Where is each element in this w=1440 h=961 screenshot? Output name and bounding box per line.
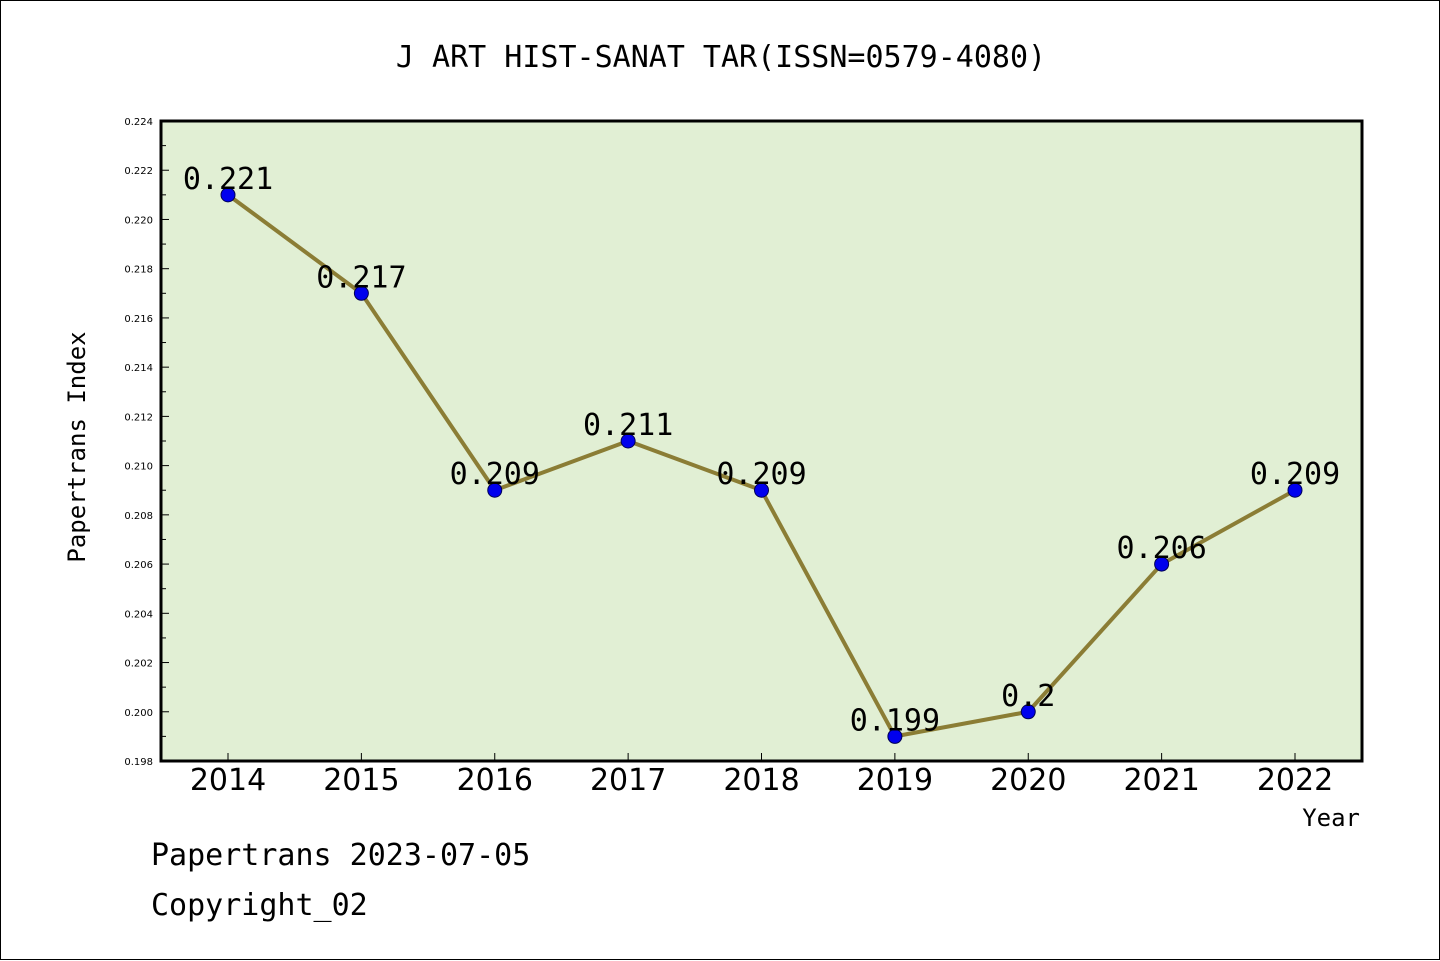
y-tick-label: 0.212 [124, 412, 153, 423]
x-tick-label: 2015 [323, 763, 399, 798]
x-tick-label: 2016 [457, 763, 533, 798]
y-tick-label: 0.202 [124, 659, 153, 670]
x-axis-label: Year [1302, 804, 1360, 832]
y-axis-ticks: 0.198 0.200 0.202 0.204 0.206 0.208 0.210 0.212… [124, 117, 169, 768]
data-point [620, 433, 636, 449]
data-point [887, 728, 903, 744]
data-points [220, 187, 1303, 744]
data-label: 0.199 [850, 703, 940, 738]
y-tick-label: 0.204 [124, 609, 153, 620]
y-tick-label: 0.206 [124, 560, 153, 571]
footer-copyright-line: Copyright_02 [151, 888, 368, 923]
data-label: 0.209 [716, 457, 806, 492]
x-tick-label: 2014 [190, 763, 266, 798]
data-point [1287, 482, 1303, 498]
data-point [220, 187, 236, 203]
data-point [353, 285, 369, 301]
y-tick-label: 0.216 [124, 314, 153, 325]
y-tick-label: 0.208 [124, 511, 153, 522]
data-label: 0.221 [183, 162, 273, 197]
data-labels: 0.221 0.217 0.209 0.211 0.209 0.199 0.2 0.206 0.… [183, 162, 1340, 739]
chart-title: J ART HIST-SANAT TAR(ISSN=0579-4080) [396, 40, 1046, 75]
x-tick-label: 2021 [1123, 763, 1199, 798]
footer-source-line: Papertrans 2023-07-05 [151, 838, 530, 873]
data-label: 0.211 [583, 408, 673, 443]
data-label: 0.217 [316, 260, 406, 295]
plot-area [159, 119, 1364, 763]
data-point [1020, 704, 1036, 720]
y-axis-label: Papertrans Index [63, 331, 91, 562]
y-tick-label: 0.218 [124, 265, 153, 276]
x-tick-label: 2020 [990, 763, 1066, 798]
x-tick-label: 2017 [590, 763, 666, 798]
y-tick-label: 0.220 [124, 215, 153, 226]
x-tick-label: 2019 [857, 763, 933, 798]
data-label: 0.2 [1001, 679, 1055, 714]
data-label: 0.209 [450, 457, 540, 492]
y-tick-label: 0.198 [124, 757, 153, 768]
y-tick-label: 0.210 [124, 462, 153, 473]
data-point [754, 482, 769, 498]
data-point [487, 482, 503, 498]
x-tick-label: 2018 [723, 763, 799, 798]
y-tick-label: 0.200 [124, 708, 153, 719]
y-tick-label: 0.214 [124, 363, 153, 374]
y-tick-label: 0.224 [124, 117, 153, 128]
x-axis-ticks: 2014 2015 2016 2017 2018 2019 2020 2021 2022 [190, 753, 1333, 798]
y-tick-label: 0.222 [124, 166, 153, 177]
x-tick-label: 2022 [1257, 763, 1333, 798]
data-label: 0.206 [1116, 531, 1206, 566]
data-label: 0.209 [1250, 457, 1340, 492]
data-point [1154, 556, 1170, 572]
